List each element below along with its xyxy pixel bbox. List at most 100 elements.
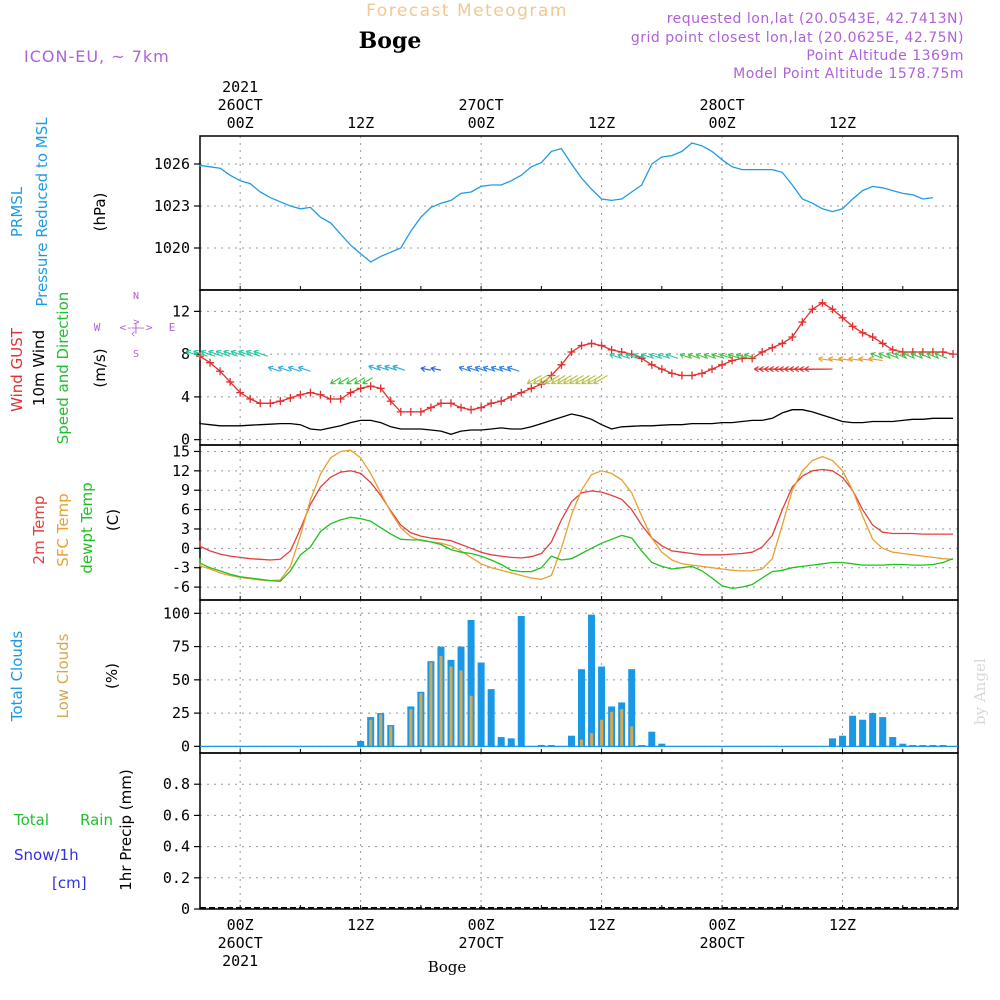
- top-time-label: 27OCT: [459, 96, 504, 114]
- wind-arrow: [703, 353, 717, 359]
- y-tick-label: 1023: [154, 197, 190, 215]
- wind-arrow-head: [657, 352, 663, 359]
- total-rain-label: Total: [13, 811, 49, 829]
- gust-marker: [446, 399, 455, 408]
- wind-arrow-head: [526, 378, 533, 385]
- panel-1: 0 4 8 12: [172, 289, 959, 449]
- wind-arrow: [665, 353, 679, 359]
- gust-marker: [878, 339, 887, 348]
- low-clouds-label: Low Clouds: [54, 633, 72, 718]
- total-clouds-bar: [849, 715, 857, 747]
- wind10m-label: 10m Wind: [30, 330, 48, 406]
- bottom-time-label: 12Z: [347, 916, 374, 934]
- gust-label: Wind GUST: [8, 327, 26, 412]
- wind-arrow-head: [784, 366, 789, 373]
- gust-marker: [346, 388, 355, 397]
- wind-arrow-head: [362, 378, 368, 385]
- wind-arrow-head: [918, 352, 924, 358]
- wind-arrow-head: [934, 352, 940, 358]
- wind-arrow: [458, 366, 472, 372]
- bottom-time-label: 26OCT: [218, 934, 263, 952]
- wind-arrow: [368, 365, 381, 371]
- y-tick-label: 0: [181, 900, 190, 918]
- wind-arrow: [430, 367, 442, 371]
- gust-marker: [557, 360, 566, 369]
- top-time-label: 00Z: [468, 114, 495, 132]
- gust-marker: [768, 343, 777, 352]
- wind-arrow-head: [649, 352, 655, 359]
- wind-arrow: [384, 365, 397, 371]
- y-tick-label: -3: [172, 559, 190, 577]
- gust-marker: [687, 371, 696, 380]
- total-clouds-bar: [517, 615, 525, 747]
- wind-arrow: [910, 352, 924, 359]
- wind-arrow-head: [245, 349, 252, 356]
- wind-arrow: [918, 352, 932, 359]
- gust-marker: [778, 339, 787, 348]
- gust-marker: [788, 333, 797, 342]
- gust-marker: [306, 388, 315, 397]
- total-clouds-bar: [598, 666, 606, 747]
- y-tick-label: 12: [172, 302, 190, 320]
- wind-arrow-head: [193, 349, 199, 356]
- wind-arrow: [563, 375, 578, 384]
- low-clouds-bar: [469, 695, 473, 747]
- gust-marker: [517, 388, 526, 397]
- gust-marker: [406, 407, 415, 416]
- requested-coords: requested lon,lat (20.0543E, 42.7413N): [667, 11, 964, 27]
- panel-frame: [199, 444, 959, 601]
- wind-arrow: [474, 366, 488, 372]
- series-line-2m-temp: [199, 468, 953, 561]
- wind-arrow: [246, 350, 261, 357]
- wind-arrow: [491, 366, 504, 372]
- panel-frame: [199, 135, 959, 291]
- point-altitude: Point Altitude 1369m: [806, 48, 964, 64]
- compass-w: W: [94, 321, 101, 334]
- gust-marker: [898, 348, 907, 356]
- wind-arrow: [557, 375, 572, 384]
- gust-marker: [467, 405, 476, 414]
- wind-arrow-head: [420, 365, 426, 372]
- gust-marker: [567, 348, 576, 356]
- gust-marker: [708, 365, 717, 374]
- wind-arrow-head: [277, 365, 284, 372]
- low-clouds-bar: [620, 709, 624, 747]
- wind-arrow: [609, 353, 622, 359]
- bottom-time-label: 00Z: [227, 916, 254, 934]
- wind-arrow-head: [743, 352, 750, 359]
- grid-point-coords: grid point closest lon,lat (20.0625E, 42…: [631, 30, 964, 46]
- total-clouds-bar: [839, 735, 847, 747]
- gust-marker: [677, 371, 686, 380]
- wind-arrow-head: [298, 365, 304, 372]
- low-clouds-bar: [409, 709, 413, 747]
- wind-arrow-head: [253, 349, 259, 356]
- series-line-sfc-temp: [199, 449, 954, 582]
- wind-arrow: [392, 365, 405, 371]
- wind-arrow-head: [490, 365, 497, 372]
- wind-arrow-head: [818, 356, 824, 363]
- wind-arrow-head: [799, 366, 805, 373]
- wind-arrow: [539, 375, 554, 384]
- wind-arrow-head: [617, 352, 623, 359]
- top-time-label: 26OCT: [218, 96, 263, 114]
- total-rain-label: Rain: [80, 811, 113, 829]
- total-clouds-bar: [578, 669, 586, 747]
- wind-arrow-head: [267, 365, 274, 372]
- low-clouds-bar: [389, 726, 393, 747]
- wind-arrow-head: [727, 352, 734, 359]
- gust-marker: [236, 388, 245, 397]
- panel-frame: [199, 752, 959, 910]
- wind-arrow-head: [506, 365, 513, 372]
- wind-arrow: [338, 377, 349, 385]
- top-time-label: 2021: [222, 78, 258, 96]
- total-clouds-bar: [547, 745, 555, 747]
- wind-arrow: [223, 350, 238, 357]
- wind-arrow-head: [633, 352, 639, 359]
- wind-arrow-head: [759, 366, 764, 373]
- model-label: ICON-EU, ~ 7km: [24, 47, 170, 66]
- wind-arrow-head: [458, 365, 465, 372]
- wind-arrow-head: [926, 352, 932, 358]
- wind-arrow-head: [430, 365, 436, 372]
- y-tick-label: 9: [181, 481, 190, 499]
- wind-arrow: [420, 367, 432, 371]
